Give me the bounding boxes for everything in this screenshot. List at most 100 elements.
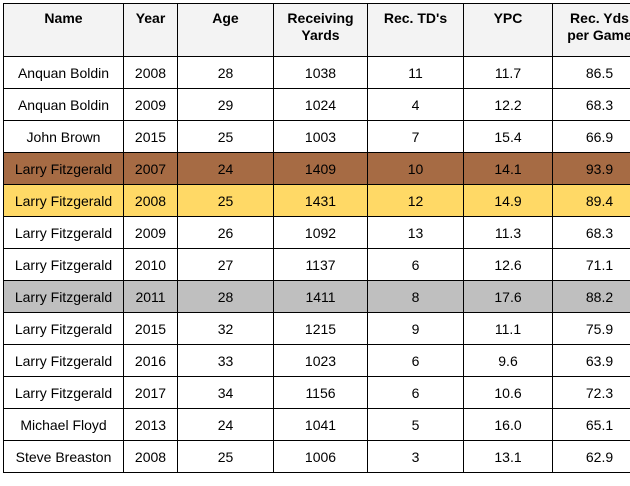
cell-td: 4 bbox=[367, 88, 464, 121]
header-year: Year bbox=[123, 3, 178, 57]
cell-ypc: 15.4 bbox=[463, 120, 553, 153]
cell-name: Larry Fitzgerald bbox=[3, 216, 124, 249]
cell-td: 6 bbox=[367, 344, 464, 377]
table-row: Anquan Boldin 2008 28 1038 11 11.7 86.5 bbox=[3, 56, 630, 89]
cell-td: 6 bbox=[367, 376, 464, 409]
cell-name: Larry Fitzgerald bbox=[3, 344, 124, 377]
cell-ypc: 14.9 bbox=[463, 184, 553, 217]
cell-age: 29 bbox=[177, 88, 274, 121]
cell-age: 25 bbox=[177, 120, 274, 153]
cell-yards: 1137 bbox=[273, 248, 368, 281]
cell-ypg: 89.4 bbox=[552, 184, 630, 217]
cell-year: 2016 bbox=[123, 344, 178, 377]
cell-name: Larry Fitzgerald bbox=[3, 312, 124, 345]
header-receiving-yards-line2: Yards bbox=[301, 27, 340, 43]
cell-ypg: 71.1 bbox=[552, 248, 630, 281]
table-row: Michael Floyd 2013 24 1041 5 16.0 65.1 bbox=[3, 408, 630, 441]
cell-ypc: 16.0 bbox=[463, 408, 553, 441]
header-age: Age bbox=[177, 3, 274, 57]
cell-ypc: 17.6 bbox=[463, 280, 553, 313]
cell-age: 24 bbox=[177, 152, 274, 185]
cell-ypc: 13.1 bbox=[463, 440, 553, 473]
header-receiving-yards: Receiving Yards bbox=[273, 3, 368, 57]
cell-td: 8 bbox=[367, 280, 464, 313]
cell-yards: 1003 bbox=[273, 120, 368, 153]
cell-name: Larry Fitzgerald bbox=[3, 184, 124, 217]
cell-ypg: 63.9 bbox=[552, 344, 630, 377]
cell-year: 2009 bbox=[123, 88, 178, 121]
header-rec-tds: Rec. TD's bbox=[367, 3, 464, 57]
cell-td: 6 bbox=[367, 248, 464, 281]
cell-age: 34 bbox=[177, 376, 274, 409]
cell-ypg: 65.1 bbox=[552, 408, 630, 441]
cell-age: 33 bbox=[177, 344, 274, 377]
cell-age: 27 bbox=[177, 248, 274, 281]
table-row-highlighted-yellow: Larry Fitzgerald 2008 25 1431 12 14.9 89… bbox=[3, 184, 630, 217]
cell-ypc: 11.1 bbox=[463, 312, 553, 345]
cell-ypg: 68.3 bbox=[552, 216, 630, 249]
cell-age: 26 bbox=[177, 216, 274, 249]
cell-ypc: 11.7 bbox=[463, 56, 553, 89]
cell-ypg: 62.9 bbox=[552, 440, 630, 473]
table-row: Larry Fitzgerald 2017 34 1156 6 10.6 72.… bbox=[3, 376, 630, 409]
cell-ypg: 75.9 bbox=[552, 312, 630, 345]
cell-name: Michael Floyd bbox=[3, 408, 124, 441]
cell-year: 2011 bbox=[123, 280, 178, 313]
cell-ypc: 10.6 bbox=[463, 376, 553, 409]
cell-name: John Brown bbox=[3, 120, 124, 153]
table-row: Steve Breaston 2008 25 1006 3 13.1 62.9 bbox=[3, 440, 630, 473]
cell-yards: 1409 bbox=[273, 152, 368, 185]
header-name: Name bbox=[3, 3, 124, 57]
cell-year: 2013 bbox=[123, 408, 178, 441]
cell-yards: 1038 bbox=[273, 56, 368, 89]
cell-year: 2008 bbox=[123, 56, 178, 89]
cell-year: 2015 bbox=[123, 120, 178, 153]
cell-yards: 1023 bbox=[273, 344, 368, 377]
cell-yards: 1006 bbox=[273, 440, 368, 473]
cell-ypc: 12.2 bbox=[463, 88, 553, 121]
cell-ypg: 86.5 bbox=[552, 56, 630, 89]
cell-ypc: 12.6 bbox=[463, 248, 553, 281]
cell-yards: 1041 bbox=[273, 408, 368, 441]
table-row-highlighted-gray: Larry Fitzgerald 2011 28 1411 8 17.6 88.… bbox=[3, 280, 630, 313]
cell-name: Larry Fitzgerald bbox=[3, 248, 124, 281]
cell-age: 25 bbox=[177, 184, 274, 217]
cell-td: 12 bbox=[367, 184, 464, 217]
receiving-stats-table: Name Year Age Receiving Yards Rec. TD's … bbox=[3, 3, 630, 473]
header-yds-per-game-line2: per Game bbox=[567, 27, 630, 43]
cell-ypc: 14.1 bbox=[463, 152, 553, 185]
cell-age: 24 bbox=[177, 408, 274, 441]
table-row: Anquan Boldin 2009 29 1024 4 12.2 68.3 bbox=[3, 88, 630, 121]
cell-name: Steve Breaston bbox=[3, 440, 124, 473]
table-row-highlighted-brown: Larry Fitzgerald 2007 24 1409 10 14.1 93… bbox=[3, 152, 630, 185]
cell-year: 2008 bbox=[123, 184, 178, 217]
cell-age: 28 bbox=[177, 280, 274, 313]
header-yds-per-game-line1: Rec. Yds bbox=[570, 10, 629, 26]
cell-ypc: 9.6 bbox=[463, 344, 553, 377]
cell-yards: 1215 bbox=[273, 312, 368, 345]
cell-year: 2009 bbox=[123, 216, 178, 249]
cell-td: 11 bbox=[367, 56, 464, 89]
table-row: Larry Fitzgerald 2016 33 1023 6 9.6 63.9 bbox=[3, 344, 630, 377]
cell-year: 2008 bbox=[123, 440, 178, 473]
table-row: John Brown 2015 25 1003 7 15.4 66.9 bbox=[3, 120, 630, 153]
cell-age: 25 bbox=[177, 440, 274, 473]
cell-yards: 1024 bbox=[273, 88, 368, 121]
header-row: Name Year Age Receiving Yards Rec. TD's … bbox=[3, 3, 630, 57]
cell-td: 3 bbox=[367, 440, 464, 473]
table-row: Larry Fitzgerald 2009 26 1092 13 11.3 68… bbox=[3, 216, 630, 249]
table-row: Larry Fitzgerald 2015 32 1215 9 11.1 75.… bbox=[3, 312, 630, 345]
cell-name: Anquan Boldin bbox=[3, 56, 124, 89]
header-ypc: YPC bbox=[463, 3, 553, 57]
cell-yards: 1411 bbox=[273, 280, 368, 313]
cell-age: 28 bbox=[177, 56, 274, 89]
cell-td: 9 bbox=[367, 312, 464, 345]
cell-td: 13 bbox=[367, 216, 464, 249]
cell-td: 10 bbox=[367, 152, 464, 185]
cell-name: Larry Fitzgerald bbox=[3, 152, 124, 185]
cell-age: 32 bbox=[177, 312, 274, 345]
header-yds-per-game: Rec. Yds per Game bbox=[552, 3, 630, 57]
cell-year: 2017 bbox=[123, 376, 178, 409]
cell-ypc: 11.3 bbox=[463, 216, 553, 249]
cell-td: 5 bbox=[367, 408, 464, 441]
